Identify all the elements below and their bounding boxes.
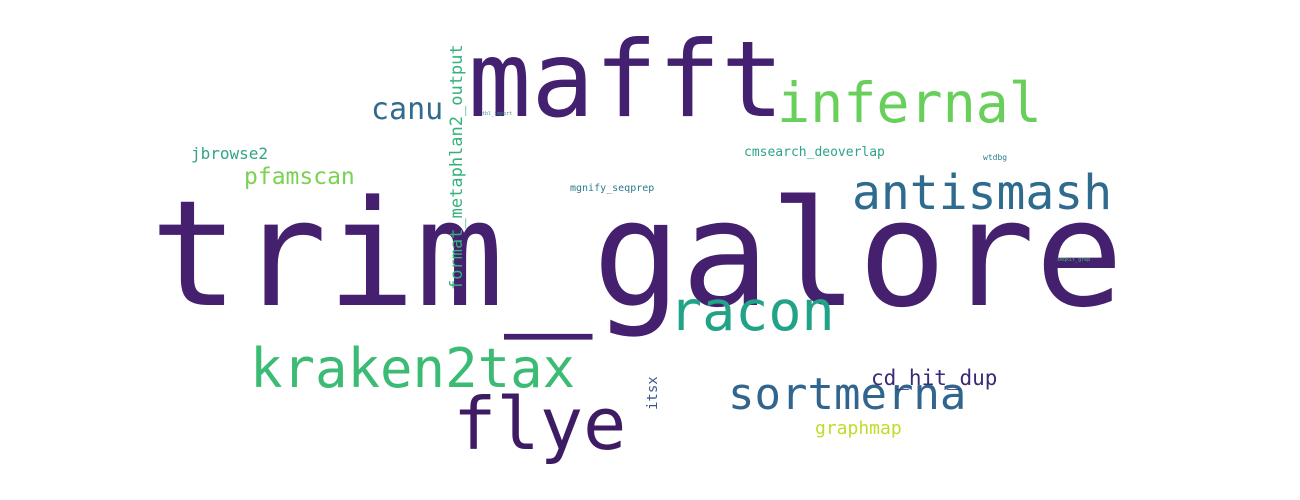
word-flye: flye xyxy=(453,382,627,466)
word-itsx: itsx xyxy=(645,376,661,410)
word-mafft: mafft xyxy=(468,19,785,141)
word-antismash: antismash xyxy=(852,165,1113,221)
word-infernal: infernal xyxy=(777,71,1042,135)
word-format-metaphlan2-output: format_metaphlan2_output xyxy=(447,44,467,290)
word-racon: racon xyxy=(669,279,835,343)
word-tiny-upper: tbl_import xyxy=(482,111,513,117)
word-graphmap: graphmap xyxy=(815,418,902,439)
word-cmsearch-deoverlap: cmsearch_deoverlap xyxy=(744,145,885,160)
word-kraken2tax: kraken2tax xyxy=(250,337,576,400)
word-mgnify-seqprep: mgnify_seqprep xyxy=(570,183,655,194)
word-tiny-right: seqkit_grep xyxy=(1057,257,1091,263)
word-sortmerna: sortmerna xyxy=(728,369,967,420)
word-wtdbg: wtdbg xyxy=(983,153,1008,162)
word-canu: canu xyxy=(371,92,444,127)
word-cd-hit-dup: cd_hit_dup xyxy=(871,366,998,390)
word-jbrowse2: jbrowse2 xyxy=(191,144,269,163)
word-pfamscan: pfamscan xyxy=(244,164,355,190)
word-trim-galore: trim_galore xyxy=(150,169,1124,340)
